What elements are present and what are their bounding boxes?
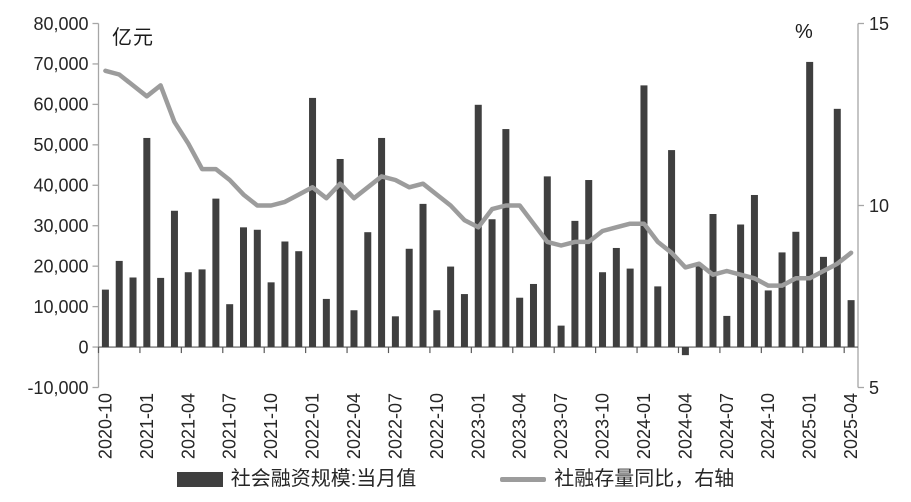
bar-2021-08 [239, 227, 247, 348]
x-axis-tick-label: 2023-07 [551, 393, 571, 459]
bar-2022-10 [433, 310, 441, 348]
bar-series-label: 社会融资规模:当月值 [230, 468, 417, 490]
left-axis-unit-label: 亿元 [112, 27, 154, 49]
left-axis-tick-label: 80,000 [33, 14, 88, 34]
bar-2020-11 [115, 260, 123, 348]
yoy-line-series [103, 68, 854, 288]
x-axis-tick-label: 2021-07 [220, 393, 240, 459]
x-axis-tick-label: 2022-10 [427, 393, 447, 459]
bar-2021-02 [157, 277, 165, 348]
bar-2023-07 [557, 325, 565, 348]
left-axis-tick-label: -10,000 [27, 378, 88, 398]
x-axis-tick-label: 2021-01 [137, 393, 157, 459]
bar-2022-07 [391, 316, 399, 348]
left-axis-tick-label: 20,000 [33, 256, 88, 276]
right-axis-tick-label: 5 [869, 378, 879, 398]
bar-2022-11 [447, 266, 455, 348]
bar-2023-12 [626, 268, 634, 348]
left-axis-tick-label: 50,000 [33, 135, 88, 155]
bar-2022-12 [460, 294, 468, 348]
left-axis-tick-label: 30,000 [33, 216, 88, 236]
left-axis-tick-label: 40,000 [33, 176, 88, 196]
bar-2021-05 [198, 269, 206, 348]
bar-2023-02 [488, 219, 496, 348]
bar-2022-08 [405, 248, 413, 348]
bar-2023-09 [585, 180, 593, 348]
bar-2023-05 [529, 283, 537, 348]
bar-2021-04 [184, 272, 192, 348]
x-axis-tick-label: 2023-04 [510, 393, 530, 459]
bar-2021-12 [295, 251, 303, 348]
x-axis-tick-label: 2024-04 [675, 393, 695, 459]
legend: 社会融资规模:当月值 社融存量同比，右轴 [0, 461, 911, 497]
bar-2025-02 [819, 256, 827, 348]
left-axis-tick-label: 60,000 [33, 95, 88, 115]
bar-2024-10 [764, 290, 772, 348]
right-axis-unit-label: % [795, 21, 814, 43]
x-axis-tick-label: 2022-07 [385, 393, 405, 459]
bar-2022-06 [378, 137, 386, 348]
bar-2025-04 [847, 300, 855, 348]
x-axis-tick-label: 2023-01 [468, 393, 488, 459]
bar-2022-02 [322, 298, 330, 348]
line-series-label: 社融存量同比，右轴 [554, 468, 735, 490]
x-axis-tick-label: 2025-04 [841, 393, 861, 459]
bar-series-swatch-icon [176, 471, 223, 487]
bar-2024-01 [640, 85, 648, 348]
bar-2022-01 [309, 97, 317, 348]
bar-2021-06 [212, 198, 220, 348]
x-axis-tick-label: 2025-01 [800, 393, 820, 459]
x-axis-tick-label: 2020-10 [95, 393, 115, 459]
bar-2024-11 [778, 252, 786, 348]
bar-2024-08 [737, 224, 745, 348]
x-axis-tick-label: 2024-10 [758, 393, 778, 459]
bar-2021-03 [170, 210, 178, 348]
bar-2024-03 [668, 150, 676, 348]
x-axis-tick-label: 2024-07 [717, 393, 737, 459]
bar-2024-02 [654, 286, 662, 348]
bar-2024-09 [750, 194, 758, 348]
legend-item-line-series: 社融存量同比，右轴 [500, 468, 734, 490]
bar-2023-04 [516, 297, 524, 348]
x-axis-tick-label: 2023-10 [593, 393, 613, 459]
bar-2023-08 [571, 220, 579, 348]
legend-item-bar-series: 社会融资规模:当月值 [176, 468, 417, 490]
bar-2025-01 [806, 61, 814, 348]
bar-2022-09 [419, 203, 427, 348]
bar-2024-05 [695, 263, 703, 348]
bar-2022-04 [350, 310, 358, 348]
bar-2020-12 [129, 277, 137, 348]
bar-2024-06 [709, 213, 717, 348]
x-axis-tick-label: 2021-10 [261, 393, 281, 459]
bar-2021-11 [281, 241, 289, 348]
bar-2023-10 [599, 272, 607, 348]
bar-2025-03 [833, 108, 841, 348]
line-series-swatch-icon [500, 476, 547, 482]
left-axis-tick-label: 10,000 [33, 297, 88, 317]
bar-2024-12 [792, 231, 800, 348]
left-axis-tick-label: 70,000 [33, 54, 88, 74]
right-axis-tick-label: 10 [869, 196, 889, 216]
bar-2024-07 [723, 315, 731, 348]
x-axis-tick-label: 2022-01 [303, 393, 323, 459]
bar-2023-03 [502, 129, 510, 348]
bar-2020-10 [101, 289, 109, 348]
bar-2021-07 [226, 304, 234, 348]
x-axis-tick-label: 2022-04 [344, 393, 364, 459]
bar-2023-06 [543, 176, 551, 348]
right-axis-tick-label: 15 [869, 14, 889, 34]
bar-2021-01 [143, 137, 151, 348]
bar-2022-03 [336, 158, 344, 348]
left-axis-tick-label: 0 [78, 337, 88, 357]
x-axis-tick-label: 2021-04 [178, 393, 198, 459]
bar-2022-05 [364, 232, 372, 348]
bar-2023-11 [612, 247, 620, 348]
bar-2021-10 [267, 282, 275, 348]
x-axis-tick-label: 2024-01 [634, 393, 654, 459]
bar-2021-09 [253, 229, 261, 348]
bar-2024-04 [681, 347, 689, 356]
